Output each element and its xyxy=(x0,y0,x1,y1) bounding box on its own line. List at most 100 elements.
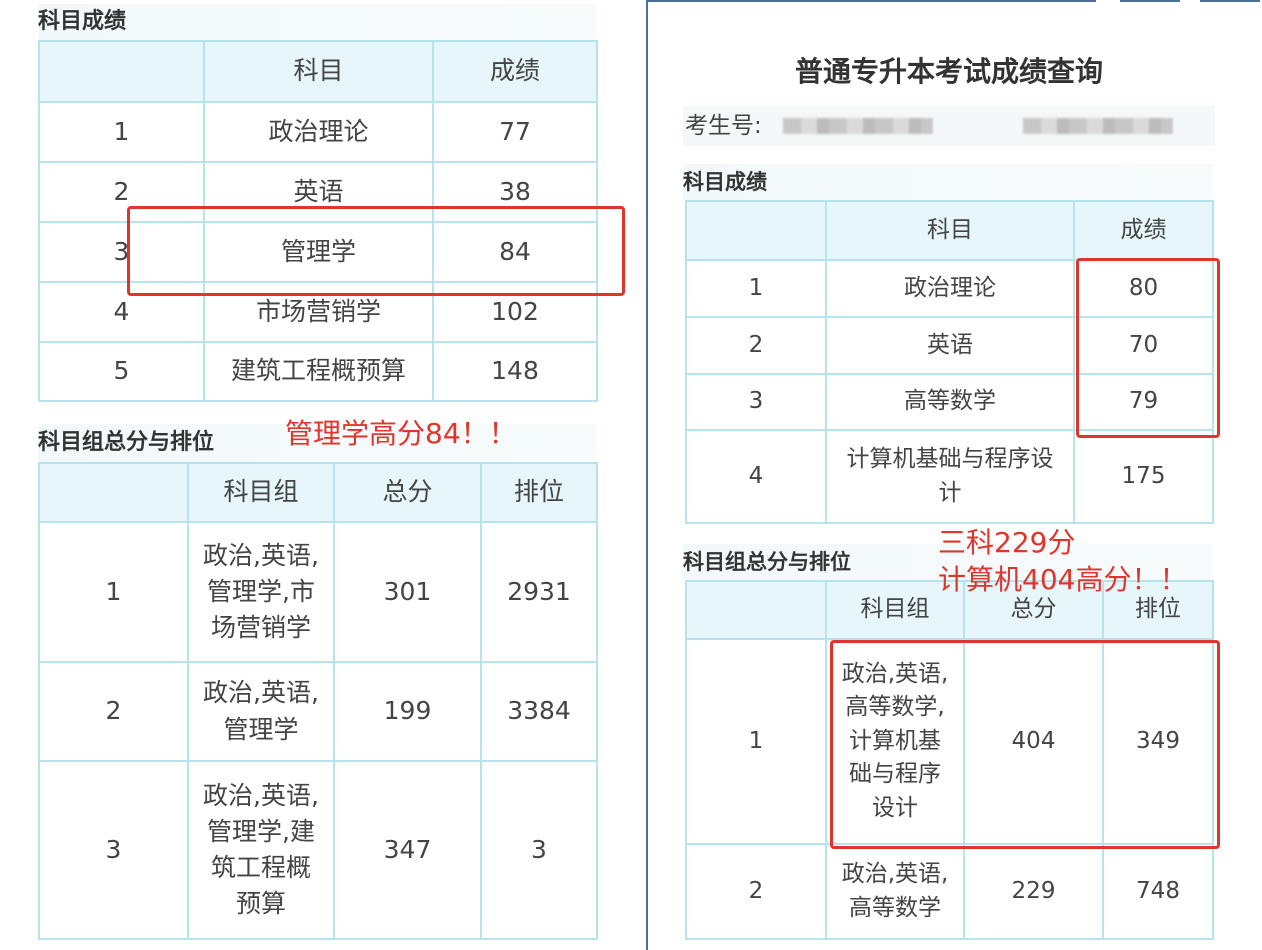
table-cell: 229 xyxy=(963,843,1104,940)
table-cell: 1 xyxy=(38,101,205,163)
table-cell: 政治,英语, 管理学,建 筑工程概 预算 xyxy=(187,760,335,940)
table-cell: 3384 xyxy=(480,661,598,762)
group-table: 科目组 总分 排位 1 政治,英语, 高等数学, 计算机基 础与程序 设计 404 349 2… xyxy=(685,580,1214,940)
column-header: 总分 xyxy=(963,580,1104,640)
column-header xyxy=(38,462,189,523)
table-cell: 2 xyxy=(685,316,827,375)
right-screenshot xyxy=(646,0,1262,950)
column-header: 科目组 xyxy=(825,580,965,640)
highlight-box xyxy=(830,640,1220,849)
table-cell: 347 xyxy=(333,760,482,940)
table-cell: 349 xyxy=(1102,638,1214,845)
table-row: 1 政治,英语, 管理学,市 场营销学 301 2931 xyxy=(38,521,598,663)
table-cell: 70 xyxy=(1073,316,1214,375)
table-cell: 4 xyxy=(685,429,827,524)
table-cell: 高等数学 xyxy=(825,373,1075,431)
student-id-row: 考生号: xyxy=(683,106,1215,146)
table-cell: 77 xyxy=(432,101,598,163)
table-cell: 102 xyxy=(432,281,598,343)
group-heading: 科目组总分与排位 xyxy=(683,544,1213,580)
table-row: 2 政治,英语, 管理学 199 3384 xyxy=(38,661,598,762)
header-row: 科目 成绩 xyxy=(38,40,598,103)
group-heading: 科目组总分与排位 xyxy=(38,424,596,462)
table-cell: 79 xyxy=(1073,373,1214,431)
scores-table: 科目 成绩 1 政治理论 80 2 英语 70 3 高等数学 79 4 计算机基础与程序设 计 175 xyxy=(685,200,1214,524)
table-cell: 政治理论 xyxy=(203,101,434,163)
table-row: 3 管理学 84 xyxy=(38,221,598,283)
table-cell: 3 xyxy=(38,760,189,940)
annotation-line-2: 计算机404高分！！ xyxy=(938,563,1188,596)
table-cell: 计算机基础与程序设 计 xyxy=(825,429,1075,524)
annotation-text: 管理学高分84！！ xyxy=(285,417,517,450)
page-title: 普通专升本考试成绩查询 xyxy=(794,55,1103,88)
header-row: 科目组 总分 排位 xyxy=(685,580,1214,640)
table-row: 5 建筑工程概预算 148 xyxy=(38,341,598,402)
table-cell: 1 xyxy=(685,638,827,845)
table-cell: 301 xyxy=(333,521,482,663)
table-row: 3 政治,英语, 管理学,建 筑工程概 预算 347 3 xyxy=(38,760,598,940)
table-cell: 80 xyxy=(1073,259,1214,318)
table-row: 2 英语 70 xyxy=(685,316,1214,375)
column-header: 成绩 xyxy=(1073,200,1214,261)
column-header: 科目 xyxy=(825,200,1075,261)
table-cell: 748 xyxy=(1102,843,1214,940)
redacted-id xyxy=(783,118,933,134)
column-header: 总分 xyxy=(333,462,482,523)
left-screenshot: 科目成绩 科目 成绩 1 政治理论 77 2 英语 38 3 管理学 84 4 市场营销学 102 5 建筑工… xyxy=(38,4,625,940)
highlight-box xyxy=(1076,258,1220,438)
table-cell: 政治,英语, 管理学,市 场营销学 xyxy=(187,521,335,663)
student-id-label: 考生号: xyxy=(685,113,762,139)
table-cell: 英语 xyxy=(825,316,1075,375)
redacted-name xyxy=(1023,118,1173,134)
annotation-line-1: 三科229分 xyxy=(938,526,1076,559)
table-cell: 英语 xyxy=(203,161,434,223)
highlight-box xyxy=(127,206,625,296)
column-header: 排位 xyxy=(1102,580,1214,640)
table-cell: 1 xyxy=(685,259,827,318)
table-cell: 4 xyxy=(38,281,205,343)
scores-table: 科目 成绩 1 政治理论 77 2 英语 38 3 管理学 84 4 市场营销学 102 5 建筑工程概预算 1… xyxy=(38,40,598,402)
table-cell: 政治,英语, 高等数学 xyxy=(825,843,965,940)
table-cell: 管理学 xyxy=(203,221,434,283)
column-header xyxy=(38,40,205,103)
frame-tab xyxy=(1120,0,1180,2)
table-row: 3 高等数学 79 xyxy=(685,373,1214,431)
table-cell: 3 xyxy=(685,373,827,431)
table-cell: 政治,英语, 高等数学, 计算机基 础与程序 设计 xyxy=(825,638,965,845)
table-cell: 38 xyxy=(432,161,598,223)
column-header: 排位 xyxy=(480,462,598,523)
scores-heading: 科目成绩 xyxy=(683,164,1213,200)
table-row: 1 政治,英语, 高等数学, 计算机基 础与程序 设计 404 349 xyxy=(685,638,1214,845)
frame-tab xyxy=(1200,0,1260,2)
table-cell: 2 xyxy=(38,661,189,762)
table-row: 2 英语 38 xyxy=(38,161,598,223)
column-header: 成绩 xyxy=(432,40,598,103)
table-cell: 2 xyxy=(685,843,827,940)
table-cell: 1 xyxy=(38,521,189,663)
table-cell: 建筑工程概预算 xyxy=(203,341,434,402)
column-header: 科目 xyxy=(203,40,434,103)
table-cell: 2931 xyxy=(480,521,598,663)
group-table: 科目组 总分 排位 1 政治,英语, 管理学,市 场营销学 301 2931 2 政治,英语, … xyxy=(38,462,598,940)
column-header xyxy=(685,580,827,640)
table-cell: 政治,英语, 管理学 xyxy=(187,661,335,762)
table-row: 4 市场营销学 102 xyxy=(38,281,598,343)
table-cell: 3 xyxy=(480,760,598,940)
header-row: 科目组 总分 排位 xyxy=(38,462,598,523)
table-cell: 199 xyxy=(333,661,482,762)
column-header xyxy=(685,200,827,261)
table-cell: 5 xyxy=(38,341,205,402)
header-row: 科目 成绩 xyxy=(685,200,1214,261)
table-row: 2 政治,英语, 高等数学 229 748 xyxy=(685,843,1214,940)
table-cell: 84 xyxy=(432,221,598,283)
frame-top xyxy=(646,0,1096,2)
scores-heading: 科目成绩 xyxy=(38,4,596,40)
table-cell: 政治理论 xyxy=(825,259,1075,318)
table-cell: 404 xyxy=(963,638,1104,845)
table-cell: 2 xyxy=(38,161,205,223)
table-row: 4 计算机基础与程序设 计 175 xyxy=(685,429,1214,524)
table-row: 1 政治理论 80 xyxy=(685,259,1214,318)
table-cell: 175 xyxy=(1073,429,1214,524)
table-row: 1 政治理论 77 xyxy=(38,101,598,163)
column-header: 科目组 xyxy=(187,462,335,523)
